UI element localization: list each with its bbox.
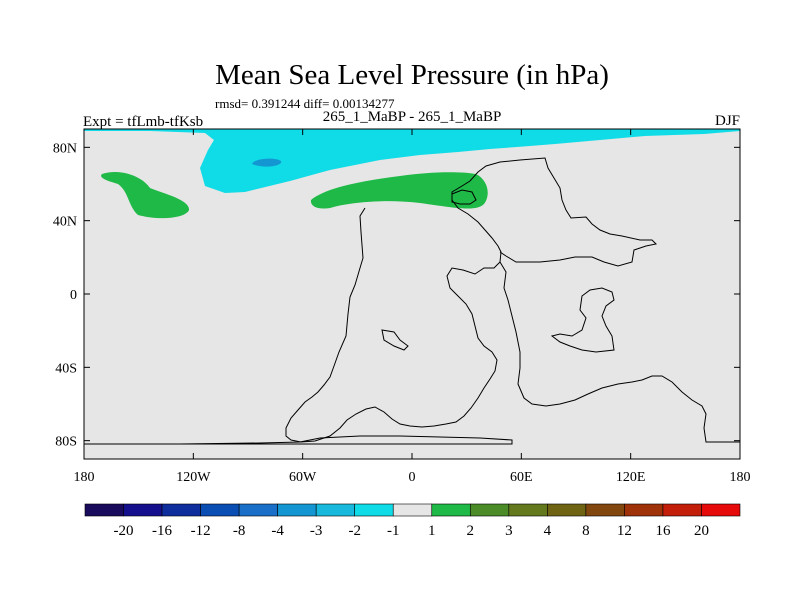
coastline-antarctica-shelf xyxy=(84,435,513,445)
colorbar-swatch xyxy=(315,503,356,517)
x-tick-label: 180 xyxy=(74,470,95,485)
colorbar-swatch xyxy=(277,503,317,517)
colorbar-swatch xyxy=(431,503,471,517)
colorbar-swatch xyxy=(469,503,510,517)
colorbar-tick-label: 16 xyxy=(655,523,671,539)
x-axis: 180 120W 60W 0 60E 120E 180 xyxy=(74,129,751,485)
x-tick-label: 120W xyxy=(176,470,211,485)
y-tick-label: 40S xyxy=(55,361,77,376)
season-label: DJF xyxy=(715,113,740,129)
colorbar-swatch xyxy=(200,503,240,517)
colorbar-swatch xyxy=(392,503,433,517)
colorbar-tick-label: -16 xyxy=(152,523,172,539)
colorbar-swatch xyxy=(662,503,702,517)
colorbar-tick-label: -20 xyxy=(114,523,134,539)
colorbar-tick-label: -2 xyxy=(348,523,361,539)
colorbar-tick-label: -12 xyxy=(191,523,211,539)
coastline-madagascar xyxy=(381,329,409,351)
y-tick-label: 40N xyxy=(53,215,77,230)
colorbar-tick-label: 3 xyxy=(505,523,513,539)
coastline-arabia xyxy=(451,189,477,205)
colorbar-tick-label: -1 xyxy=(387,523,400,539)
colorbar-tick-label: 8 xyxy=(582,523,590,539)
shaded-region-arctic-minimum xyxy=(252,158,282,167)
map-panel: 180 120W 60W 0 60E 120E 180 80N 40N 0 40S 80S xyxy=(53,128,751,485)
coastlines xyxy=(84,157,740,445)
colorbar-swatch xyxy=(354,503,394,517)
colorbar-tick-label: 12 xyxy=(617,523,632,539)
colorbar-tick-label: -3 xyxy=(310,523,323,539)
y-tick-label: 80S xyxy=(55,435,77,450)
chart-title: Mean Sea Level Pressure (in hPa) xyxy=(215,59,609,91)
y-tick-label: 80N xyxy=(53,141,77,156)
x-tick-label: 60E xyxy=(510,470,533,485)
x-tick-label: 180 xyxy=(730,470,751,485)
colorbar-swatch xyxy=(547,503,587,517)
x-tick-label: 120E xyxy=(616,470,646,485)
shaded-region-north-negative xyxy=(84,129,740,193)
x-tick-label: 60W xyxy=(289,470,317,485)
period-label: 265_1_MaBP - 265_1_MaBP xyxy=(323,109,502,125)
colorbar-swatch xyxy=(585,503,625,517)
x-tick-label: 0 xyxy=(409,470,416,485)
colorbar-tick-label: 1 xyxy=(428,523,436,539)
colorbar-swatch xyxy=(624,503,664,517)
colorbar-swatch xyxy=(123,503,163,517)
colorbar-tick-label: 2 xyxy=(467,523,475,539)
y-axis: 80N 40N 0 40S 80S xyxy=(53,141,740,450)
coastline-indo-australia xyxy=(550,287,615,353)
colorbar: -20 -16 -12 -8 -4 -3 -2 -1 1 2 3 4 8 12 16 20 xyxy=(84,503,741,539)
colorbar-swatch xyxy=(701,503,741,517)
colorbar-tick-label: -4 xyxy=(271,523,284,539)
colorbar-swatch xyxy=(238,503,278,517)
colorbar-tick-label: 20 xyxy=(694,523,709,539)
colorbar-tick-label: 4 xyxy=(544,523,552,539)
colorbar-swatch xyxy=(161,503,201,517)
stats-label: rmsd= 0.391244 diff= 0.00134277 xyxy=(215,96,395,111)
coastline-euro-africa xyxy=(285,157,658,443)
shaded-region-eurasia-positive xyxy=(310,172,488,209)
colorbar-swatch xyxy=(84,503,124,517)
coastline-south-asia xyxy=(499,261,740,443)
y-tick-label: 0 xyxy=(70,288,77,303)
colorbar-tick-label: -8 xyxy=(233,523,246,539)
experiment-label: Expt = tfLmb-tfKsb xyxy=(83,114,203,130)
shaded-region-pacific-positive xyxy=(101,171,190,219)
colorbar-swatch xyxy=(508,503,548,517)
